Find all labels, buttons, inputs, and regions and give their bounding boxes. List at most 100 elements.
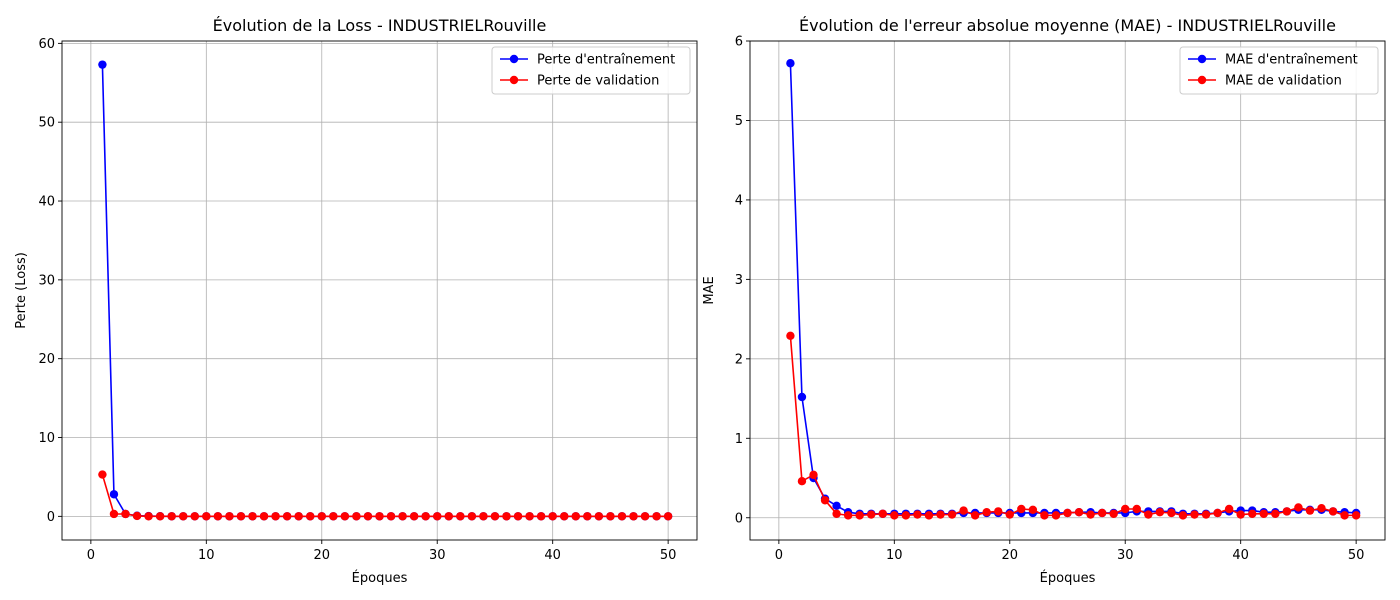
x-tick-label: 50 (1348, 548, 1365, 563)
data-point-series-1 (924, 511, 934, 520)
data-point-series-1 (155, 512, 165, 521)
legend-box (491, 46, 691, 95)
data-point-series-1 (1201, 510, 1211, 519)
data-point-series-1 (913, 510, 922, 519)
data-point-series-0 (832, 501, 841, 511)
data-point-series-0 (109, 490, 119, 499)
data-point-series-1 (1155, 507, 1165, 517)
data-point-series-1 (797, 477, 807, 486)
data-point-series-1 (467, 512, 477, 521)
data-point-series-1 (1028, 505, 1038, 515)
data-point-series-1 (398, 512, 407, 521)
legend-swatch-marker (509, 75, 519, 85)
data-point-series-1 (248, 512, 257, 521)
data-point-series-1 (982, 507, 991, 517)
chart-title: Évolution de la Loss - INDUSTRIELRouvill… (213, 16, 547, 35)
data-point-series-1 (536, 512, 546, 521)
data-point-series-1 (1121, 504, 1130, 514)
data-point-series-1 (109, 509, 119, 519)
data-point-series-1 (409, 512, 419, 521)
data-point-series-1 (121, 509, 130, 519)
data-point-series-1 (132, 511, 142, 521)
y-axis-label: MAE (702, 276, 717, 304)
y-tick-label: 6 (735, 35, 743, 50)
legend-label: MAE de validation (1225, 74, 1342, 89)
loss-chart: 0 10 20 30 40 50 0 10 20 30 40 50 60 Évolution de la … (14, 16, 698, 586)
data-point-series-1 (629, 512, 638, 521)
x-tick-label: 0 (87, 548, 95, 563)
data-point-series-1 (329, 512, 338, 521)
data-point-series-1 (375, 512, 384, 521)
x-tick-label: 20 (313, 548, 330, 563)
data-point-series-1 (502, 512, 511, 521)
x-tick-label: 50 (660, 548, 677, 563)
y-tick-label: 60 (38, 37, 55, 52)
data-point-series-1 (832, 509, 841, 518)
data-point-series-1 (444, 512, 453, 521)
series-line-1 (789, 335, 1357, 517)
legend-label: MAE d'entraînement (1225, 53, 1358, 68)
data-point-series-1 (1109, 509, 1118, 518)
data-point-series-1 (1051, 511, 1061, 520)
y-tick-label: 40 (38, 195, 55, 210)
data-point-series-1 (352, 512, 361, 521)
data-point-series-1 (1340, 511, 1349, 520)
y-tick-label: 4 (735, 193, 743, 208)
data-point-series-1 (271, 512, 280, 521)
data-point-series-1 (1236, 510, 1245, 519)
data-point-series-1 (1097, 508, 1107, 518)
data-point-series-1 (548, 512, 557, 521)
data-point-series-1 (98, 470, 107, 479)
data-point-series-1 (236, 512, 246, 521)
data-point-series-1 (855, 511, 864, 520)
legend-box (1179, 46, 1379, 95)
data-point-series-1 (571, 512, 580, 521)
data-point-series-1 (525, 512, 534, 521)
data-point-series-1 (202, 512, 211, 521)
y-tick-label: 5 (735, 114, 743, 129)
data-point-series-1 (901, 511, 911, 520)
data-point-series-1 (947, 510, 957, 519)
x-tick-label: 10 (198, 548, 215, 563)
legend-swatch-marker (1197, 54, 1207, 64)
data-point-series-1 (1178, 511, 1188, 520)
data-point-series-1 (1132, 504, 1141, 514)
y-tick-label: 0 (735, 511, 743, 526)
series-line-1 (101, 474, 669, 518)
data-point-series-1 (1074, 507, 1084, 517)
data-point-series-1 (490, 512, 500, 521)
data-point-series-1 (936, 510, 945, 519)
plot-frame (61, 40, 698, 541)
y-tick-label: 10 (38, 431, 55, 446)
data-point-series-1 (583, 512, 592, 521)
x-tick-label: 0 (775, 548, 783, 563)
x-tick-label: 30 (429, 548, 446, 563)
data-point-series-1 (663, 512, 673, 521)
data-point-series-1 (1167, 508, 1176, 518)
data-point-series-1 (617, 512, 627, 521)
data-point-series-1 (1190, 510, 1199, 519)
data-point-series-1 (421, 512, 430, 521)
y-tick-label: 1 (735, 432, 743, 447)
y-tick-label: 2 (735, 352, 743, 367)
legend-swatch-marker (509, 54, 519, 64)
x-tick-label: 30 (1117, 548, 1134, 563)
legend-swatch-marker (1197, 75, 1207, 85)
x-axis-label: Époques (352, 570, 408, 586)
data-point-series-1 (1063, 508, 1072, 518)
y-tick-label: 0 (47, 510, 55, 525)
data-point-series-1 (820, 496, 830, 505)
x-tick-label: 40 (1232, 548, 1249, 563)
data-point-series-1 (1328, 507, 1338, 516)
data-point-series-1 (1144, 510, 1153, 519)
data-point-series-0 (797, 392, 807, 402)
data-point-series-1 (970, 511, 980, 520)
legend-label: Perte de validation (537, 74, 659, 89)
data-point-series-1 (306, 512, 315, 521)
data-point-series-1 (1305, 506, 1315, 515)
data-point-series-1 (867, 510, 876, 519)
y-tick-label: 3 (735, 273, 743, 288)
legend-label: Perte d'entraînement (537, 53, 675, 68)
mae-chart: 0 10 20 30 40 50 0 1 2 3 4 5 6 Évolution de l'erreur … (702, 16, 1386, 586)
